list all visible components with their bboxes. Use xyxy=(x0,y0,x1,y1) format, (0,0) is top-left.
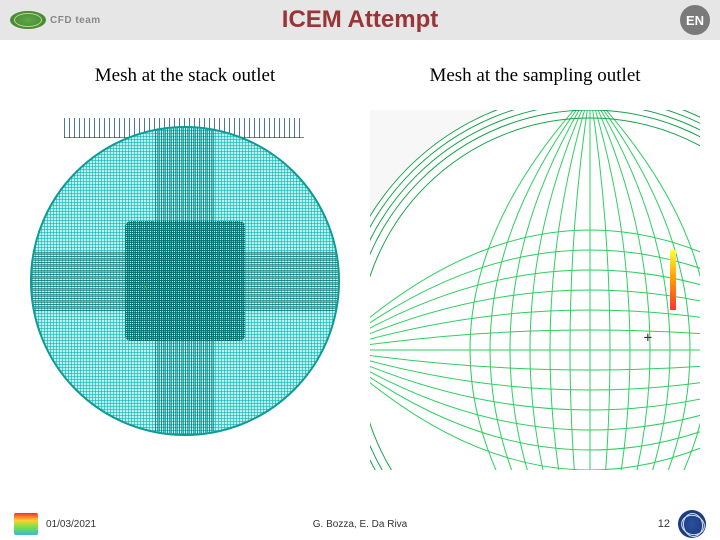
header-bar: CFD team ICEM Attempt EN xyxy=(0,0,720,40)
footer-date: 01/03/2021 xyxy=(46,519,96,530)
axis-marker: ·x xyxy=(138,282,148,291)
en-badge-icon: EN xyxy=(680,5,710,35)
right-subtitle: Mesh at the sampling outlet xyxy=(429,48,640,104)
stack-mesh-figure: ·x xyxy=(20,110,350,470)
page-number: 12 xyxy=(658,518,670,530)
footer-bar: 01/03/2021 G. Bozza, E. Da Riva 12 xyxy=(0,508,720,540)
cfd-team-logo: CFD team xyxy=(10,11,101,29)
left-subtitle: Mesh at the stack outlet xyxy=(95,48,275,104)
slide: CFD team ICEM Attempt EN Mesh at the sta… xyxy=(0,0,720,540)
sampling-mesh-figure: + xyxy=(370,110,700,470)
logo-ellipse-icon xyxy=(10,11,46,29)
footer-authors: G. Bozza, E. Da Riva xyxy=(313,519,407,530)
cern-logo-icon xyxy=(678,510,706,538)
sampling-mesh-svg xyxy=(370,110,700,470)
gradient-bar-icon xyxy=(14,513,38,535)
footer-left: 01/03/2021 xyxy=(14,513,96,535)
left-column: Mesh at the stack outlet ·x xyxy=(20,48,350,470)
footer-right: 12 xyxy=(658,510,706,538)
mesh-circle xyxy=(30,126,340,436)
plus-marker: + xyxy=(644,330,652,346)
mesh-dense-core xyxy=(125,221,245,341)
content-row: Mesh at the stack outlet ·x Mesh at the … xyxy=(0,40,720,470)
slide-title: ICEM Attempt xyxy=(282,6,438,34)
right-column: Mesh at the sampling outlet xyxy=(370,48,700,470)
color-scale-icon xyxy=(670,250,676,310)
logo-text: CFD team xyxy=(50,15,101,26)
